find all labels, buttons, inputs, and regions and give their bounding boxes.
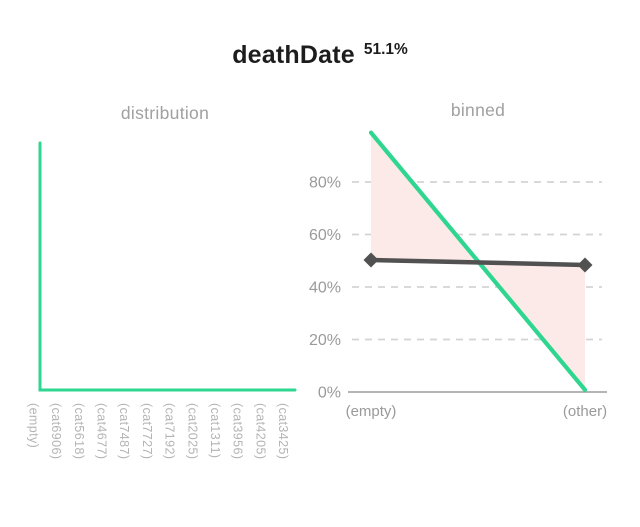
distribution-x-category-label: (cat7487)	[117, 403, 132, 460]
distribution-x-category-label: (cat3956)	[230, 403, 245, 460]
distribution-x-category-label: (cat7727)	[139, 403, 154, 460]
distribution-x-category-label: (empty)	[26, 403, 41, 449]
distribution-x-category-label: (cat7192)	[162, 403, 177, 460]
distribution-x-category-label: (cat4205)	[253, 403, 268, 460]
distribution-chart-title: distribution	[120, 103, 210, 123]
feature-name: deathDate	[232, 41, 355, 69]
binned-y-tick-label: 20%	[309, 332, 341, 349]
distribution-x-category-label: (cat1311)	[207, 403, 222, 459]
feature-header: deathDate 51.1%	[0, 40, 640, 70]
binned-x-axis-label: (empty)	[346, 403, 397, 420]
distribution-x-category-label: (cat4677)	[94, 403, 109, 460]
distribution-x-category-label: (cat2025)	[185, 403, 200, 460]
binned-chart-title: binned	[450, 100, 506, 120]
binned-y-tick-label: 60%	[309, 227, 341, 244]
binned-plot[interactable]: 0% 20% 40% 60% 80% (empty) (other)	[300, 110, 640, 430]
distribution-x-labels: (empty) (cat6906) (cat5618) (cat4677) (cat74…	[0, 403, 320, 527]
distribution-x-category-label: (cat6906)	[49, 403, 64, 460]
binned-y-tick-label: 40%	[309, 280, 341, 297]
binned-y-tick-label: 80%	[309, 175, 341, 192]
diamond-marker	[363, 252, 379, 268]
feature-missing-percent: 51.1%	[363, 41, 408, 58]
distribution-x-category-label: (cat3425)	[276, 403, 291, 460]
binned-y-tick-label: 0%	[318, 385, 341, 402]
distribution-x-category-label: (cat5618)	[71, 403, 86, 460]
binned-x-axis-label: (other)	[563, 403, 607, 420]
binned-reference-line	[368, 257, 588, 268]
distribution-line	[38, 141, 297, 392]
distribution-plot[interactable]	[0, 130, 320, 400]
diamond-marker	[577, 257, 593, 273]
